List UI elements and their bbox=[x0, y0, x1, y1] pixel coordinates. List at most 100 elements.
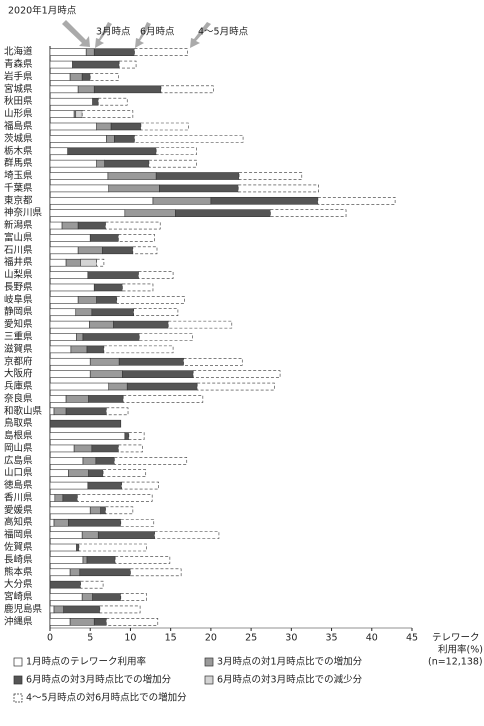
bar-segment bbox=[175, 209, 271, 217]
bar-segment bbox=[65, 407, 107, 416]
bar-segment bbox=[49, 184, 110, 193]
bar-segment bbox=[49, 283, 95, 292]
bar-segment bbox=[114, 457, 188, 465]
bar-segment bbox=[88, 469, 104, 478]
bar-segment bbox=[49, 345, 72, 354]
bar-segment bbox=[49, 580, 81, 589]
arrow bbox=[135, 22, 151, 48]
bar-segment bbox=[49, 469, 69, 478]
bar-segment bbox=[63, 605, 101, 614]
x-tick-label: 40 bbox=[366, 633, 378, 644]
x-tick-label: 20 bbox=[205, 633, 217, 644]
category-label: 岐阜県 bbox=[4, 293, 33, 305]
bar-segment bbox=[167, 320, 233, 329]
category-label: 山口県 bbox=[4, 468, 33, 479]
bar-segment bbox=[82, 333, 140, 341]
x-tick-label: 5 bbox=[87, 633, 93, 644]
x-tick-label: 25 bbox=[245, 633, 257, 644]
bar-segment bbox=[82, 556, 88, 564]
bar-segment bbox=[122, 283, 154, 292]
bar-segment bbox=[49, 543, 77, 552]
category-label: 香川県 bbox=[4, 492, 33, 503]
legend-swatch bbox=[204, 675, 214, 685]
category-label: 愛知県 bbox=[4, 318, 33, 330]
bar-segment bbox=[49, 85, 79, 94]
bar-segment bbox=[49, 308, 77, 317]
bar-segment bbox=[126, 382, 198, 391]
bar-segment bbox=[49, 97, 93, 106]
bar-segment bbox=[192, 370, 281, 378]
bar-segment bbox=[49, 258, 67, 267]
category-label: 茨城県 bbox=[4, 132, 33, 144]
category-label: 岩手県 bbox=[4, 70, 33, 82]
legend-label: 6月時点の対3月時点比での増加分 bbox=[26, 674, 172, 686]
bar-segment bbox=[81, 531, 99, 539]
bar-segment bbox=[91, 308, 134, 317]
bar-segment bbox=[80, 258, 97, 267]
bar-segment bbox=[49, 457, 84, 465]
bar-segment bbox=[108, 184, 160, 193]
bar-segment bbox=[148, 159, 197, 168]
bar-segment bbox=[128, 432, 145, 440]
legend-label: 3月時点の対1月時点比での増加分 bbox=[217, 656, 363, 668]
bar-segment bbox=[53, 407, 67, 416]
bar-segment bbox=[101, 246, 134, 255]
bar-segment bbox=[49, 618, 71, 626]
bar-segment bbox=[49, 395, 67, 403]
bar-segment bbox=[87, 481, 122, 490]
x-axis-label: 利用率(%) bbox=[438, 644, 483, 656]
category-label: 静岡県 bbox=[4, 306, 33, 318]
bar-segment bbox=[76, 543, 80, 552]
bar-segment bbox=[110, 122, 142, 131]
bar-segment bbox=[76, 333, 84, 341]
bar-segment bbox=[105, 506, 134, 515]
bar-segment bbox=[92, 97, 99, 106]
bar-segment bbox=[49, 60, 73, 69]
bar-segment bbox=[49, 135, 107, 143]
bar-segment bbox=[80, 580, 104, 589]
x-axis-label: テレワーク bbox=[432, 633, 480, 644]
category-label: 福井県 bbox=[4, 256, 33, 268]
category-label: 鳥取県 bbox=[4, 417, 33, 429]
bar-segment bbox=[237, 184, 319, 193]
bar-segment bbox=[49, 593, 83, 601]
bar-segment bbox=[134, 48, 188, 56]
x-tick-label: 0 bbox=[47, 633, 53, 644]
bar-segment bbox=[81, 110, 134, 118]
bar-segment bbox=[91, 444, 119, 453]
bar-segment bbox=[77, 85, 95, 94]
bar-segment bbox=[77, 296, 97, 304]
annotation: 3月時点 bbox=[96, 27, 131, 38]
category-label: 広島県 bbox=[4, 454, 33, 466]
bar-segment bbox=[70, 345, 88, 354]
bar-segment bbox=[89, 234, 119, 242]
bar-segment bbox=[97, 97, 128, 106]
category-label: 兵庫県 bbox=[4, 380, 33, 392]
bar-segment bbox=[79, 568, 131, 577]
bar-segment bbox=[75, 308, 93, 317]
bar-segment bbox=[82, 457, 97, 465]
bar-segment bbox=[69, 568, 81, 577]
bar-segment bbox=[96, 122, 112, 131]
bar-segment bbox=[49, 110, 75, 118]
bar-segment bbox=[102, 469, 147, 478]
x-tick-label: 30 bbox=[285, 633, 297, 644]
category-label: 千葉県 bbox=[4, 182, 33, 194]
bar-segment bbox=[120, 518, 155, 527]
category-label: 和歌山県 bbox=[4, 405, 43, 417]
legend-label: 6月時点の対3月時点比での減少分 bbox=[217, 674, 363, 686]
category-label: 福岡県 bbox=[4, 529, 33, 541]
category-label: 佐賀県 bbox=[4, 541, 33, 553]
bar-segment bbox=[114, 556, 171, 564]
bar-segment bbox=[89, 506, 101, 515]
category-label: 徳島県 bbox=[4, 479, 33, 491]
bar-segment bbox=[155, 147, 197, 156]
bar-segment bbox=[49, 382, 110, 391]
bar-segment bbox=[106, 618, 159, 626]
bar-segment bbox=[49, 506, 91, 515]
category-label: 熊本県 bbox=[4, 566, 33, 578]
bar-segment bbox=[77, 246, 103, 255]
category-label: 神奈川県 bbox=[4, 207, 43, 219]
category-label: 愛媛県 bbox=[4, 504, 33, 516]
bar-segment bbox=[97, 531, 155, 539]
